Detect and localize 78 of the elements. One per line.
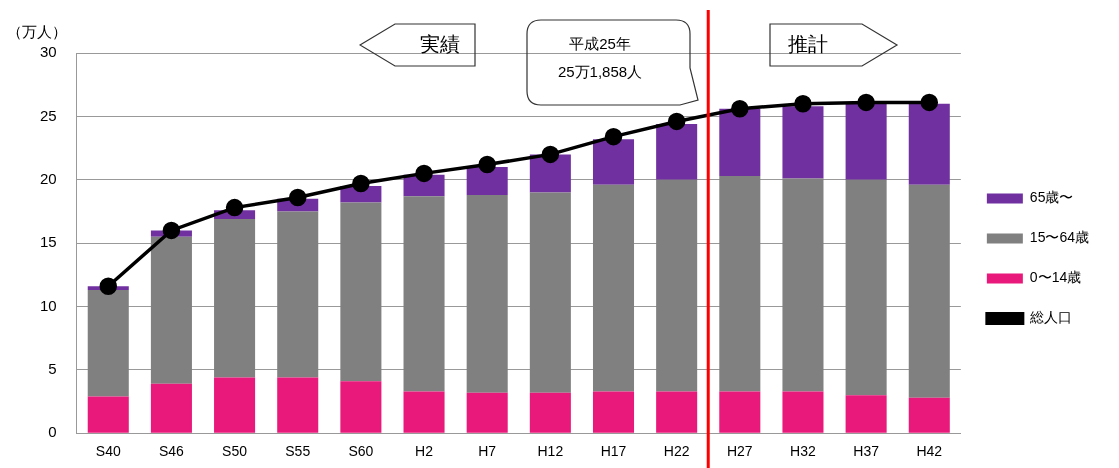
bar <box>340 381 382 433</box>
x-tick-label: S60 <box>348 443 374 460</box>
x-tick-label: S50 <box>222 443 248 460</box>
point <box>794 94 812 113</box>
bar <box>592 391 635 433</box>
point <box>857 93 875 112</box>
bar <box>782 391 824 433</box>
x-tick-label: H27 <box>726 443 753 460</box>
bar <box>403 196 445 392</box>
x-tick-label: S40 <box>95 443 121 460</box>
point <box>225 198 244 217</box>
y-axis-title: （万人） <box>6 23 67 41</box>
bar <box>782 106 824 179</box>
bar <box>592 184 635 392</box>
bar <box>719 108 761 176</box>
point <box>352 174 370 193</box>
bar <box>656 179 698 392</box>
point <box>478 155 496 174</box>
point <box>920 93 939 112</box>
bar <box>214 377 256 433</box>
bar <box>719 175 761 392</box>
point <box>541 145 560 164</box>
bar <box>340 202 382 382</box>
bar <box>529 392 571 433</box>
bar <box>592 139 635 185</box>
bar <box>466 167 508 195</box>
legend-label: 65歳〜 <box>1029 189 1074 206</box>
point <box>288 188 307 207</box>
bar <box>908 103 950 185</box>
bar <box>656 123 698 180</box>
x-tick-label: S46 <box>158 443 185 460</box>
bar <box>214 219 256 378</box>
bar <box>782 178 824 392</box>
y-tick-label: 20 <box>40 169 57 187</box>
bar <box>466 392 508 433</box>
x-tick-label: H12 <box>537 443 564 460</box>
x-tick-label: H22 <box>663 443 690 460</box>
point <box>415 164 433 183</box>
bar <box>277 377 319 433</box>
point <box>604 127 623 146</box>
bar <box>466 194 508 393</box>
bar <box>150 383 192 433</box>
bar <box>908 184 950 398</box>
bar <box>87 396 129 433</box>
point <box>99 277 118 295</box>
y-tick-label: 15 <box>40 233 57 251</box>
annotation: 推計 <box>788 32 828 55</box>
x-tick-label: H7 <box>478 443 497 460</box>
bar <box>845 179 887 396</box>
x-tick-label: H2 <box>415 443 434 460</box>
y-tick-label: 0 <box>48 423 57 441</box>
y-tick-label: 25 <box>40 106 57 124</box>
point <box>162 221 181 240</box>
y-tick-label: 30 <box>40 43 57 61</box>
bar <box>87 289 129 397</box>
bar <box>150 236 192 384</box>
y-tick-label: 10 <box>40 296 57 314</box>
legend-label: 総人口 <box>1028 309 1072 326</box>
y-tick-label: 5 <box>48 359 57 377</box>
bar <box>845 103 887 180</box>
x-tick-label: H42 <box>916 443 943 460</box>
x-tick-label: H37 <box>853 443 880 460</box>
bar <box>908 397 950 433</box>
annotation: 平成25年 25万1,858人 <box>557 35 643 81</box>
annotation: 実績 <box>420 32 460 55</box>
bar <box>529 192 571 393</box>
x-tick-label: H32 <box>790 443 817 460</box>
bar <box>656 391 698 433</box>
x-tick-label: S55 <box>285 443 311 460</box>
point <box>667 112 686 131</box>
legend-label: 15〜64歳 <box>1029 229 1090 246</box>
point <box>731 100 749 118</box>
bar <box>719 391 761 433</box>
legend-label: 0〜14歳 <box>1029 269 1082 286</box>
bar <box>845 395 887 433</box>
x-tick-label: H17 <box>600 443 627 460</box>
bar <box>277 211 319 378</box>
bar <box>403 391 445 433</box>
